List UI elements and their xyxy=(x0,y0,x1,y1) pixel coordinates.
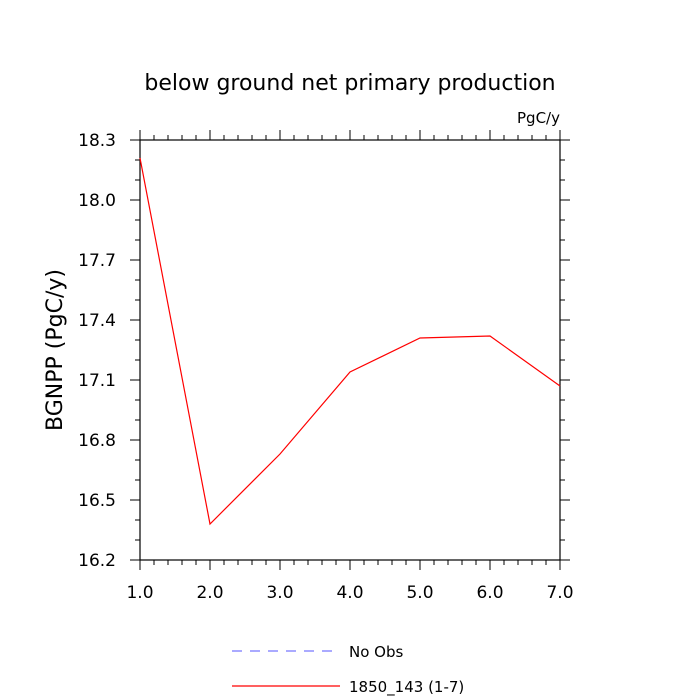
x-tick-label: 6.0 xyxy=(476,583,503,603)
units-label: PgC/y xyxy=(517,109,560,127)
series-line xyxy=(139,157,561,526)
y-tick-label: 17.1 xyxy=(78,371,116,391)
y-tick-label: 16.5 xyxy=(78,491,116,511)
y-tick-label: 17.4 xyxy=(78,311,116,331)
y-tick-label: 16.2 xyxy=(78,551,116,571)
y-tick-label: 18.3 xyxy=(78,131,116,151)
plot-frame xyxy=(139,139,561,561)
y-tick-label: 16.8 xyxy=(78,431,116,451)
x-tick-label: 2.0 xyxy=(196,583,223,603)
x-tick-labels: 1.0 2.0 3.0 4.0 5.0 6.0 7.0 xyxy=(126,583,573,603)
y-tick-label: 18.0 xyxy=(78,191,116,211)
x-tick-label: 3.0 xyxy=(266,583,293,603)
x-tick-label: 7.0 xyxy=(546,583,573,603)
y-tick-labels: 16.2 16.5 16.8 17.1 17.4 17.7 18.0 18.3 xyxy=(78,131,116,571)
series-layer xyxy=(139,157,561,526)
axis-ticks xyxy=(130,130,570,570)
legend: No Obs 1850_143 (1-7) xyxy=(232,643,464,697)
x-tick-label: 1.0 xyxy=(126,583,153,603)
x-tick-label: 5.0 xyxy=(406,583,433,603)
chart-title: below ground net primary production xyxy=(144,71,555,96)
y-tick-label: 17.7 xyxy=(78,251,116,271)
y-axis-label: BGNPP (PgC/y) xyxy=(43,269,68,431)
legend-label: 1850_143 (1-7) xyxy=(349,678,464,697)
x-tick-label: 4.0 xyxy=(336,583,363,603)
legend-label: No Obs xyxy=(349,643,403,661)
